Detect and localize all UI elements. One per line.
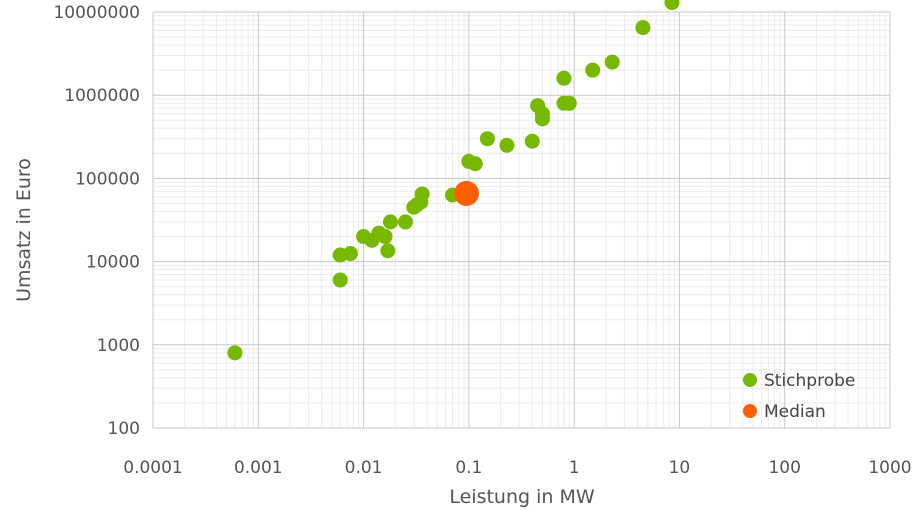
x-tick-label: 1 (569, 458, 580, 478)
data-point-stichprobe (397, 214, 413, 230)
data-point-stichprobe (635, 20, 651, 36)
y-tick-label: 100 (108, 419, 140, 439)
data-point-stichprobe (380, 243, 396, 259)
data-point-stichprobe (604, 54, 620, 70)
x-tick-label: 1000 (868, 458, 911, 478)
data-point-stichprobe (227, 345, 243, 361)
data-point-stichprobe (382, 214, 398, 230)
data-point-stichprobe (414, 186, 430, 202)
data-point-stichprobe (479, 131, 495, 147)
legend-label-median: Median (764, 402, 826, 422)
x-tick-label: 10 (669, 458, 691, 478)
x-tick-label: 0.1 (455, 458, 482, 478)
x-axis-tick-labels: 0.0001 0.001 0.01 0.1 1 10 100 1000 (123, 458, 911, 478)
data-point-stichprobe (499, 137, 515, 153)
data-points (227, 0, 680, 361)
x-tick-label: 100 (768, 458, 800, 478)
legend: Stichprobe Median (743, 371, 855, 422)
major-gridlines (152, 11, 891, 429)
data-point-stichprobe (561, 95, 577, 111)
y-axis-title: Umsatz in Euro (13, 158, 35, 302)
data-point-stichprobe (664, 0, 680, 11)
legend-marker-median (743, 404, 757, 418)
data-point-stichprobe (556, 70, 572, 86)
data-point-stichprobe (377, 229, 393, 245)
x-tick-label: 0.01 (345, 458, 383, 478)
data-point-median (454, 180, 480, 206)
data-point-stichprobe (524, 133, 540, 149)
y-tick-label: 10000 (86, 253, 140, 273)
x-tick-label: 0.0001 (123, 458, 182, 478)
data-point-stichprobe (342, 246, 358, 262)
y-tick-label: 1000000 (64, 86, 140, 106)
data-point-stichprobe (534, 111, 550, 127)
legend-label-stichprobe: Stichprobe (764, 371, 855, 391)
x-axis-title: Leistung in MW (449, 486, 595, 508)
data-point-stichprobe (332, 272, 348, 288)
y-tick-label: 1000 (97, 336, 140, 356)
minor-gridlines (153, 12, 890, 428)
y-tick-label: 10000000 (53, 3, 140, 23)
x-tick-label: 0.001 (234, 458, 283, 478)
data-point-stichprobe (467, 156, 483, 172)
y-axis-tick-labels: 100 1000 10000 100000 1000000 10000000 (53, 3, 140, 439)
data-point-stichprobe (585, 62, 601, 78)
y-tick-label: 100000 (75, 169, 140, 189)
legend-marker-stichprobe (743, 373, 757, 387)
